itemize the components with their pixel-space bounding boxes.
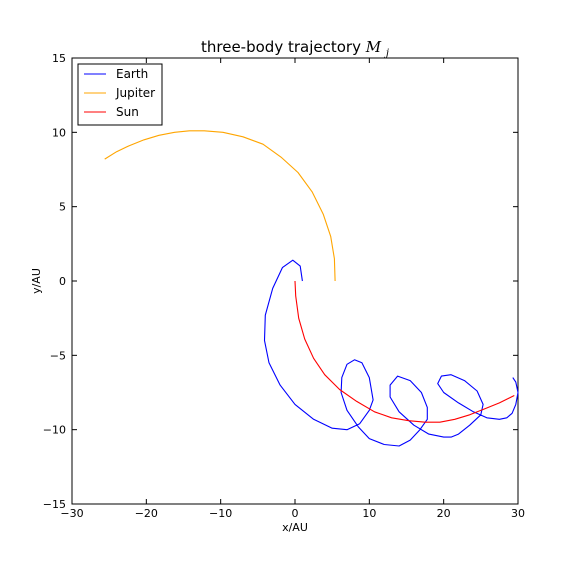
x-tick-label: −10 [209, 507, 232, 520]
legend-label-sun: Sun [116, 105, 139, 119]
x-tick-label: 0 [292, 507, 299, 520]
x-tick-label: −20 [135, 507, 158, 520]
x-tick-label: 20 [437, 507, 451, 520]
y-axis-label: y/AU [30, 268, 43, 294]
y-tick-label: 5 [59, 201, 66, 214]
chart-title: three-body trajectory M j [201, 38, 389, 59]
y-tick-label: 10 [52, 126, 66, 139]
y-tick-label: 0 [59, 275, 66, 288]
y-tick-label: −15 [43, 498, 66, 511]
y-tick-label: 15 [52, 52, 66, 65]
legend-label-earth: Earth [116, 67, 148, 81]
x-tick-label: 30 [511, 507, 525, 520]
x-axis-label: x/AU [282, 521, 308, 534]
legend-label-jupiter: Jupiter [115, 86, 155, 100]
y-tick-label: −10 [43, 424, 66, 437]
x-tick-label: 10 [362, 507, 376, 520]
legend: Earth Jupiter Sun [78, 64, 162, 125]
y-tick-label: −5 [50, 349, 66, 362]
